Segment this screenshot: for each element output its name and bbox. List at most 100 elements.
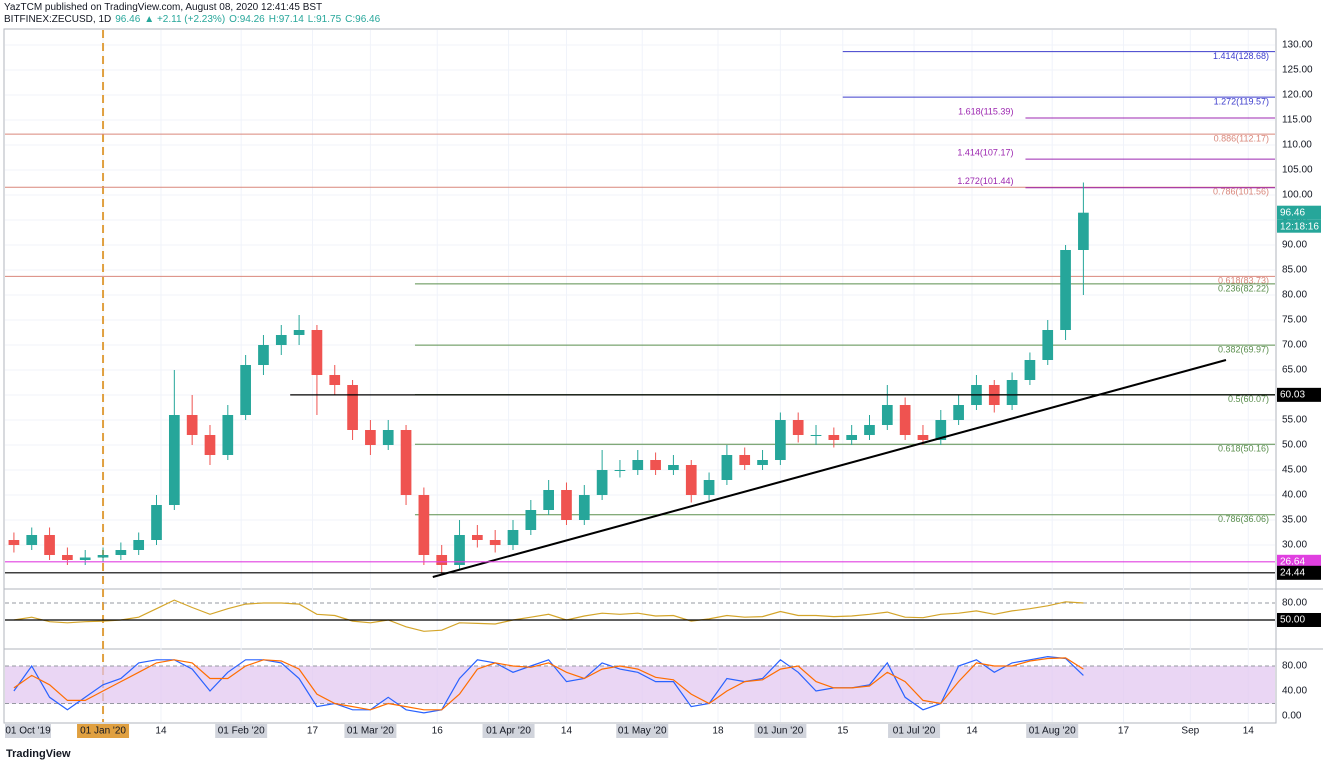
candle-body — [668, 465, 679, 470]
candle-body — [26, 535, 38, 545]
candle-body — [1006, 380, 1018, 405]
candle-body — [525, 510, 537, 530]
candle-body — [828, 435, 840, 440]
candle-body — [650, 460, 661, 470]
y-tick-label: 80.00 — [1282, 290, 1307, 301]
open: O:94.26 — [229, 14, 265, 25]
fib-label: 1.618(115.39) — [958, 106, 1013, 116]
candle-body — [97, 555, 109, 558]
price-tag — [1277, 612, 1321, 627]
fib-label: 0.786(101.56) — [1213, 187, 1269, 197]
high: H:97.14 — [268, 14, 304, 25]
fib-label: 0.886(112.17) — [1214, 134, 1269, 144]
candle-body — [275, 335, 287, 345]
candle-body — [472, 535, 483, 540]
change: ▲ +2.11 (+2.23%) — [144, 14, 226, 25]
y-tick-label: 110.00 — [1282, 140, 1312, 151]
candle-body — [578, 495, 590, 520]
price-tag-label: 60.03 — [1280, 389, 1305, 400]
candle-body — [685, 465, 697, 495]
candle-body — [596, 470, 608, 495]
y-tick-label: 90.00 — [1282, 240, 1307, 251]
range-start-label: 01 Oct '19 — [5, 726, 51, 737]
candle-body — [204, 435, 216, 455]
price-tag-label: 24.44 — [1280, 567, 1305, 578]
candle-body — [507, 530, 519, 545]
candle-body — [44, 535, 55, 555]
candle-body — [133, 540, 145, 550]
x-tick-label: 01 Aug '20 — [1029, 726, 1076, 737]
x-tick-box — [215, 724, 268, 738]
candle-body — [703, 480, 715, 495]
y-tick-label: 120.00 — [1282, 90, 1313, 101]
x-tick-label: 18 — [712, 726, 724, 737]
candle-body — [757, 460, 768, 465]
candle-body — [293, 330, 305, 335]
candle-body — [864, 425, 875, 435]
y-tick-label: 55.00 — [1282, 415, 1307, 426]
candle-body — [1060, 250, 1071, 330]
candle-body — [810, 435, 822, 436]
y-tick-label: 70.00 — [1282, 340, 1307, 351]
candle-body — [240, 365, 251, 415]
candle-body — [329, 375, 341, 385]
low: L:91.75 — [307, 14, 342, 25]
indicator-line — [13, 599, 1084, 632]
price-tag-label: 26.64 — [1280, 556, 1305, 567]
candle-body — [365, 430, 376, 445]
countdown: 12:18:16 — [1280, 221, 1319, 232]
fib-label: 0.618(50.16) — [1218, 444, 1269, 454]
y-tick-label: 115.00 — [1282, 115, 1312, 126]
price-tag — [1277, 205, 1321, 220]
x-tick-label: 01 Apr '20 — [486, 726, 531, 737]
symbol-line: BITFINEX:ZECUSD, 1D 96.46 ▲ +2.11 (+2.23%)… — [4, 14, 384, 26]
candle-body — [1078, 212, 1089, 250]
candle-body — [382, 430, 394, 445]
last-price: 96.46 — [115, 14, 141, 25]
x-tick-box — [754, 724, 807, 738]
y-tick-label: 100.00 — [1282, 190, 1313, 201]
countdown-box — [1277, 219, 1321, 233]
fib-label: 0.786(36.06) — [1218, 514, 1269, 524]
y-tick-label: 105.00 — [1282, 165, 1313, 176]
x-tick-label: 14 — [561, 726, 573, 737]
candle-body — [543, 490, 554, 510]
price-tag-label: 50.00 — [1280, 615, 1305, 626]
price-tag — [1277, 387, 1321, 402]
x-tick-label: 01 Mar '20 — [347, 726, 394, 737]
candle-body — [846, 435, 858, 440]
y-tick-label: 35.00 — [1282, 515, 1307, 526]
trendline — [432, 359, 1227, 578]
x-tick-label: 16 — [432, 726, 444, 737]
candle-body — [489, 540, 501, 545]
candle-body — [62, 555, 73, 560]
candle-body — [418, 495, 430, 555]
x-tick-label: 01 Feb '20 — [218, 726, 265, 737]
candle-body — [935, 420, 947, 440]
x-tick-label: 01 Jan '20 — [80, 726, 126, 737]
price-tag — [1277, 554, 1321, 569]
fib-label: 1.272(101.44) — [957, 176, 1013, 186]
plot-frame — [3, 28, 1277, 724]
fib-label: 0.236(82.22) — [1218, 283, 1269, 293]
x-tick-box — [77, 724, 130, 738]
candle-body — [739, 455, 751, 465]
y-tick-label: 45.00 — [1282, 465, 1307, 476]
x-tick-label: 01 Jul '20 — [893, 726, 936, 737]
x-tick-box — [344, 724, 397, 738]
candle-body — [899, 405, 911, 435]
footer-logo[interactable]: TradingView — [6, 748, 71, 760]
candle-body — [347, 385, 358, 430]
candle-body — [632, 460, 644, 470]
candle-body — [881, 405, 893, 425]
candle-body — [186, 415, 198, 435]
x-tick-box — [616, 724, 669, 738]
candle-body — [400, 430, 412, 495]
x-tick-label: 14 — [966, 726, 978, 737]
candle-body — [953, 405, 964, 420]
candle-body — [614, 470, 626, 471]
x-tick-label: 17 — [1118, 726, 1130, 737]
y-tick-label: 30.00 — [1282, 540, 1307, 551]
